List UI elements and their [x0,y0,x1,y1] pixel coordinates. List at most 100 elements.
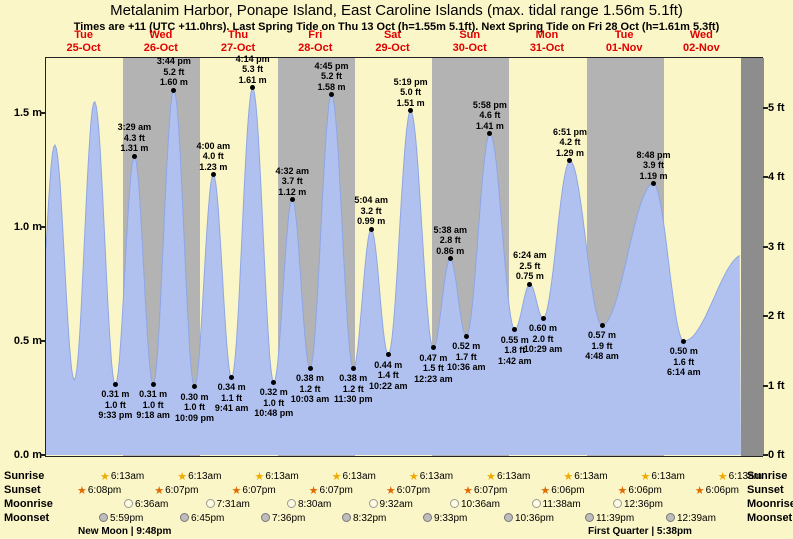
tide-label-line: 1.12 m [278,186,307,197]
sunrise-icon: ★ [177,471,188,483]
astro-entry: ★6:13am [254,470,298,483]
tide-label-line: 9:41 am [214,403,249,414]
astro-row-label-right: Moonrise [747,498,793,510]
tide-label-line: 0.75 m [515,271,544,281]
tide-label-line: 2.0 ft [532,333,554,344]
tide-label-line: 1.41 m [475,120,504,131]
astro-entry: ★6:13am [718,470,762,483]
right-gutter [741,58,764,456]
tide-label-line: 10:48 pm [254,408,294,419]
tide-label-line: 0.57 m [587,330,617,341]
astro-time: 6:06pm [628,485,662,496]
high-tide-label: 5:58 pm 4.6 ft 1.41 m [462,100,518,132]
sunset-icon: ★ [617,485,628,497]
astro-time: 6:13am [496,471,531,482]
astro-time: 6:13am [342,471,376,482]
tide-label-line: 0.50 m [669,346,698,356]
tide-label-line: 1.2 ft [299,383,321,394]
tide-extreme-dot [210,172,216,178]
y-axis-tick [763,454,768,456]
astro-entry: 12:39am [666,512,716,525]
tide-label-line: 5.0 ft [400,87,422,98]
tide-extreme-dot [271,379,277,385]
low-tide-label: 0.55 m 1.8 ft 1:42 am [487,335,543,367]
day-date: 25-Oct [66,42,101,54]
tide-label-line: 2.5 ft [519,260,541,271]
tide-extreme-dot [289,197,295,203]
tide-label-line: 1.60 m [159,77,188,88]
tide-label-line: 4:48 am [585,351,619,362]
astro-entry: 7:31am [205,498,250,511]
y-axis-tick [40,454,45,456]
tide-label-line: 2.8 ft [439,235,461,246]
tide-extreme-dot [191,384,197,390]
y-axis-tick [763,315,768,318]
tide-label-line: 0.86 m [436,245,465,256]
tide-label-line: 0.60 m [529,323,558,334]
astro-time: 6:13am [574,471,608,482]
moonrise-icon [287,499,296,508]
tide-label-line: 5.3 ft [242,64,264,75]
tide-label-line: 4.6 ft [479,110,501,121]
astro-time: 5:59pm [110,513,144,524]
tide-label-line: 1.61 m [238,74,267,85]
y-axis-label-ft: 0 ft [768,449,785,461]
low-tide-label: 0.50 m 1.6 ft 6:14 am [656,346,712,378]
astro-entry: 12:36pm [613,498,663,511]
y-axis-label-m: 0.5 m [13,335,42,347]
astro-entry: 10:36am [450,498,500,511]
astro-entry: ★6:07pm [463,484,507,497]
tide-label-line: 0.44 m [374,359,403,370]
sunset-icon: ★ [77,485,87,497]
tide-extreme-dot [131,153,137,159]
astro-entry: ★6:13am [563,470,607,483]
tide-label-line: 1.31 m [120,143,149,154]
tide-label-line: 5.2 ft [163,66,185,77]
tide-label-line: 0.99 m [357,216,386,227]
astro-entry: ★6:08pm [77,484,121,497]
y-axis-label-ft: 4 ft [768,171,785,184]
high-tide-label: 8:48 pm 3.9 ft 1.19 m [625,150,681,182]
astro-time: 6:07pm [165,485,199,496]
tide-label-line: 0.55 m [500,334,529,345]
astro-row-label-left: Sunset [4,484,41,496]
astro-entry: ★6:07pm [231,484,275,497]
astro-time: 9:33pm [434,513,468,524]
day-name: Wed [689,29,713,41]
astro-entry: 11:38am [531,498,581,511]
moonset-icon [99,513,108,522]
astro-row-label-left: Moonset [4,512,50,524]
astro-entry: ★6:06pm [618,484,662,497]
high-tide-label: 4:32 am 3.7 ft 1.12 m [264,166,320,198]
astro-entry: ★6:13am [332,470,376,483]
astro-entry: ★6:13am [409,470,453,483]
page-subtitle: Times are +11 (UTC +11.0hrs). Last Sprin… [73,21,720,33]
astro-time: 10:36am [461,499,500,510]
tide-extreme-dot [408,108,414,114]
astro-entry: ★6:13am [641,470,685,483]
astro-entry: 10:36pm [504,512,554,525]
tide-label-line: 1.0 ft [104,399,126,410]
tide-label-line: 1.23 m [199,161,228,172]
y-axis-tick [40,226,45,228]
moonrise-icon [450,499,459,508]
moonrise-icon [368,499,378,508]
sunset-icon: ★ [463,485,473,497]
tide-extreme-dot [540,315,546,321]
low-tide-label: 0.52 m 1.7 ft 10:36 am [438,341,494,373]
tide-label-line: 3.7 ft [281,176,303,187]
y-axis-label-ft: 5 ft [768,101,785,114]
tide-extreme-dot [112,381,118,387]
low-tide-label: 0.38 m 1.2 ft 10:03 am [282,373,338,405]
day-header: Tue 01-Nov [589,29,659,55]
y-axis-tick [40,112,45,114]
day-name: Tue [74,29,93,41]
sunset-icon: ★ [694,485,705,497]
tide-label-line: 0.52 m [452,341,481,352]
sunrise-icon: ★ [486,471,496,483]
high-tide-label: 6:24 am 2.5 ft 0.75 m [502,250,558,282]
astro-entry: ★6:07pm [154,484,198,497]
tide-extreme-dot [150,381,156,387]
low-tide-label: 0.34 m 1.1 ft 9:41 am [204,382,260,414]
moonrise-icon [205,499,215,508]
